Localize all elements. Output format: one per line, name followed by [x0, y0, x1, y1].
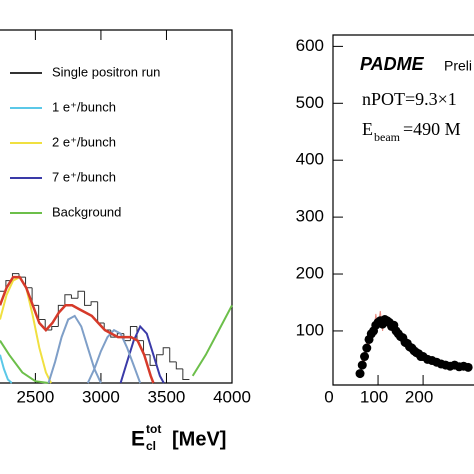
histogram-bin [175, 361, 183, 370]
right-frame [332, 34, 474, 386]
y-tick-label: 400 [296, 150, 324, 169]
histogram-bin [182, 368, 190, 380]
y-tick-label: 600 [296, 36, 324, 55]
x-tick-label: 100 [360, 387, 388, 406]
ebeam-sub: beam [374, 130, 401, 144]
fit-curve [0, 275, 155, 384]
npot: nPOT=9.3×1 [362, 89, 457, 109]
x-tick-label: 3000 [82, 387, 120, 406]
data-point [357, 360, 367, 370]
histogram-bin [84, 291, 92, 306]
histogram-bin [77, 290, 85, 299]
legend-label: Single positron run [52, 64, 160, 79]
x-tick-label: 2500 [16, 387, 54, 406]
y-tick-label: 500 [296, 93, 324, 112]
histogram-bin [57, 304, 65, 327]
legend-label: 1 e⁺/bunch [52, 99, 116, 114]
histogram-bin [90, 301, 98, 306]
histogram-bin [149, 354, 157, 366]
data-point [355, 369, 365, 379]
legend-label: Background [52, 204, 121, 219]
right-panel: 0 100 200 100 200 300 400 500 600 [296, 34, 474, 406]
y-tick-label: 300 [296, 207, 324, 226]
x-axis-label-sub: cl [146, 439, 156, 453]
brand: PADME [360, 54, 425, 74]
histogram-bin [70, 294, 78, 299]
ebeam: E [362, 119, 373, 139]
fit-curve [0, 304, 233, 384]
data-point [463, 362, 473, 372]
x-tick-label: 0 [324, 387, 333, 406]
x-axis-label-sup: tot [146, 422, 161, 436]
histogram-bin [51, 326, 59, 331]
data-point [360, 352, 370, 362]
x-axis-label: E [131, 428, 145, 451]
brand-note: Preli [444, 58, 472, 74]
histogram-bin [0, 290, 6, 292]
fit-curve [0, 354, 13, 384]
ebeam-value: =490 M [403, 119, 461, 139]
histogram-bin [169, 347, 177, 363]
left-panel: 2500 3000 3500 4000 Single positron run 1 e⁺/… [0, 29, 251, 406]
data-point [362, 343, 372, 353]
x-tick-label: 3500 [148, 387, 186, 406]
x-axis-unit: [MeV] [172, 428, 226, 450]
y-tick-label: 100 [296, 320, 324, 339]
y-tick-label: 200 [296, 264, 324, 283]
left-frame [0, 29, 233, 384]
x-tick-label: 200 [405, 387, 433, 406]
fit-curve [86, 328, 142, 384]
fit-curve [119, 324, 165, 384]
legend-label: 7 e⁺/bunch [52, 169, 116, 184]
histogram-bin [156, 354, 164, 366]
fit-curve [47, 314, 102, 384]
histogram-bin [162, 347, 170, 355]
histogram-bin [64, 294, 72, 306]
x-tick-label: 4000 [213, 387, 251, 406]
legend-label: 2 e⁺/bunch [52, 134, 116, 149]
